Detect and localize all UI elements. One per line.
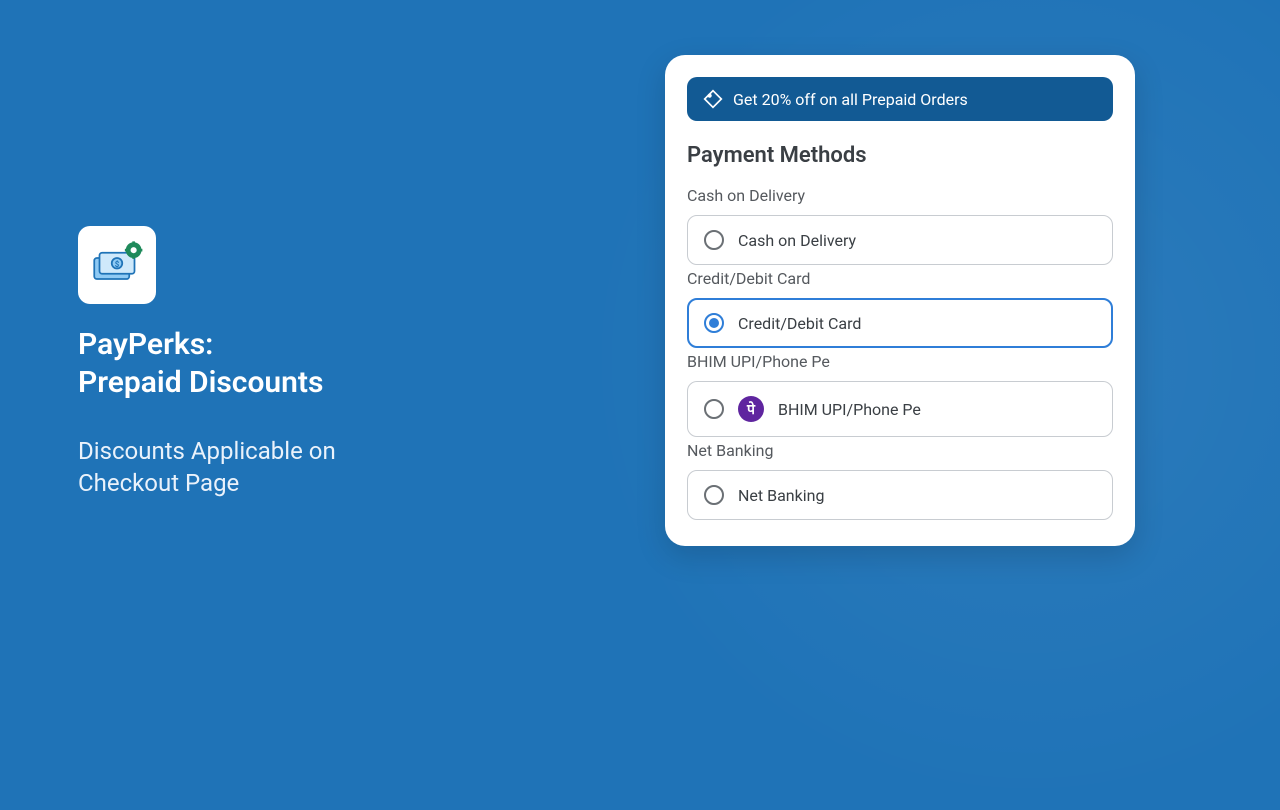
- app-title: PayPerks: Prepaid Discounts: [78, 326, 508, 401]
- app-subtitle-line2: Checkout Page: [78, 467, 508, 499]
- option-cash-on-delivery[interactable]: Cash on Delivery: [687, 215, 1113, 265]
- banner-text: Get 20% off on all Prepaid Orders: [733, 90, 968, 109]
- payment-card: Get 20% off on all Prepaid Orders Paymen…: [665, 55, 1135, 546]
- option-bhim-upi-phonepe[interactable]: पे BHIM UPI/Phone Pe: [687, 381, 1113, 437]
- option-label: BHIM UPI/Phone Pe: [778, 400, 921, 419]
- option-label: Net Banking: [738, 486, 824, 505]
- payment-group-card: Credit/Debit Card Credit/Debit Card: [687, 269, 1113, 348]
- payment-group-cod: Cash on Delivery Cash on Delivery: [687, 186, 1113, 265]
- discount-banner: Get 20% off on all Prepaid Orders: [687, 77, 1113, 121]
- left-pane: $ PayPerks: Prepaid Discounts Discounts …: [78, 226, 508, 500]
- svg-text:$: $: [115, 260, 120, 269]
- app-subtitle: Discounts Applicable on Checkout Page: [78, 435, 508, 500]
- section-title: Payment Methods: [687, 143, 1113, 168]
- group-label: Credit/Debit Card: [687, 269, 1113, 288]
- payment-group-netbanking: Net Banking Net Banking: [687, 441, 1113, 520]
- option-net-banking[interactable]: Net Banking: [687, 470, 1113, 520]
- radio-icon: [704, 313, 724, 333]
- tag-icon: [703, 89, 723, 109]
- group-label: BHIM UPI/Phone Pe: [687, 352, 1113, 371]
- radio-icon: [704, 230, 724, 250]
- phonepe-icon: पे: [738, 396, 764, 422]
- app-title-line1: PayPerks:: [78, 326, 508, 364]
- app-subtitle-line1: Discounts Applicable on: [78, 435, 508, 467]
- payment-group-upi: BHIM UPI/Phone Pe पे BHIM UPI/Phone Pe: [687, 352, 1113, 437]
- group-label: Cash on Delivery: [687, 186, 1113, 205]
- radio-icon: [704, 399, 724, 419]
- app-title-line2: Prepaid Discounts: [78, 364, 508, 402]
- option-label: Credit/Debit Card: [738, 314, 861, 333]
- group-label: Net Banking: [687, 441, 1113, 460]
- money-gear-icon: $: [89, 237, 145, 293]
- app-icon: $: [78, 226, 156, 304]
- option-credit-debit-card[interactable]: Credit/Debit Card: [687, 298, 1113, 348]
- radio-icon: [704, 485, 724, 505]
- option-label: Cash on Delivery: [738, 231, 856, 250]
